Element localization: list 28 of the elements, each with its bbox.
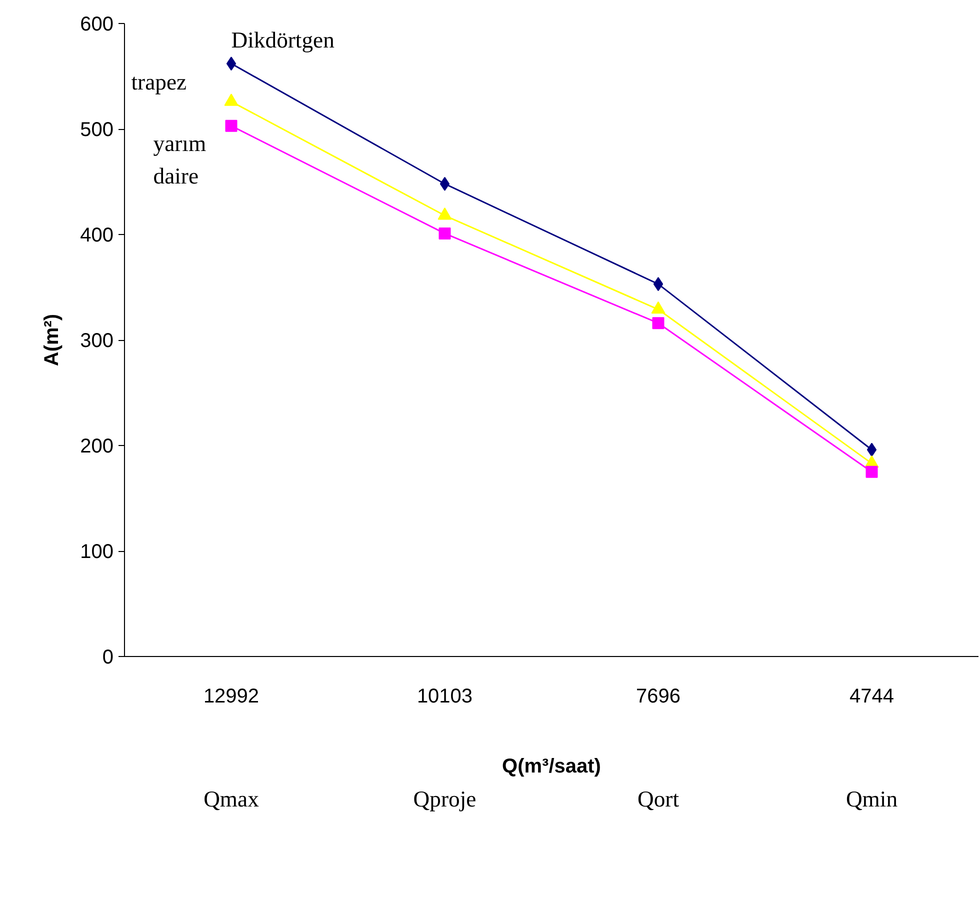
x-tick-label: 7696 [636,686,681,708]
point [652,317,664,330]
text: Qmax [204,786,260,812]
series-label: trapez [131,70,187,95]
series-label: Dikdörtgen [231,28,334,53]
text: Qort [637,786,680,812]
y-tick-label: 400 [80,224,114,246]
point [866,466,878,478]
y-tick-label: 600 [80,14,114,36]
point [866,442,877,457]
y-tick-label: 500 [80,119,114,141]
x-tick-label: 10103 [416,686,473,708]
y-tick-label: 200 [80,436,114,458]
text: Qproje [413,786,476,812]
x-tick-label: 4744 [850,686,894,708]
x-tick-label: 12992 [203,686,260,708]
y-tick-label: 100 [80,541,114,563]
point [225,120,238,132]
y-axis-title: A(m²) [41,314,64,366]
x-axis-title: Q(m³/saat) [502,756,601,778]
point [226,56,236,71]
series-label: yarım daire [153,130,206,188]
point [653,277,664,292]
point [438,227,451,240]
y-tick-label: 300 [80,330,114,352]
y-tick-label: 0 [102,646,114,668]
point [440,176,450,191]
text: Qmin [846,786,898,812]
